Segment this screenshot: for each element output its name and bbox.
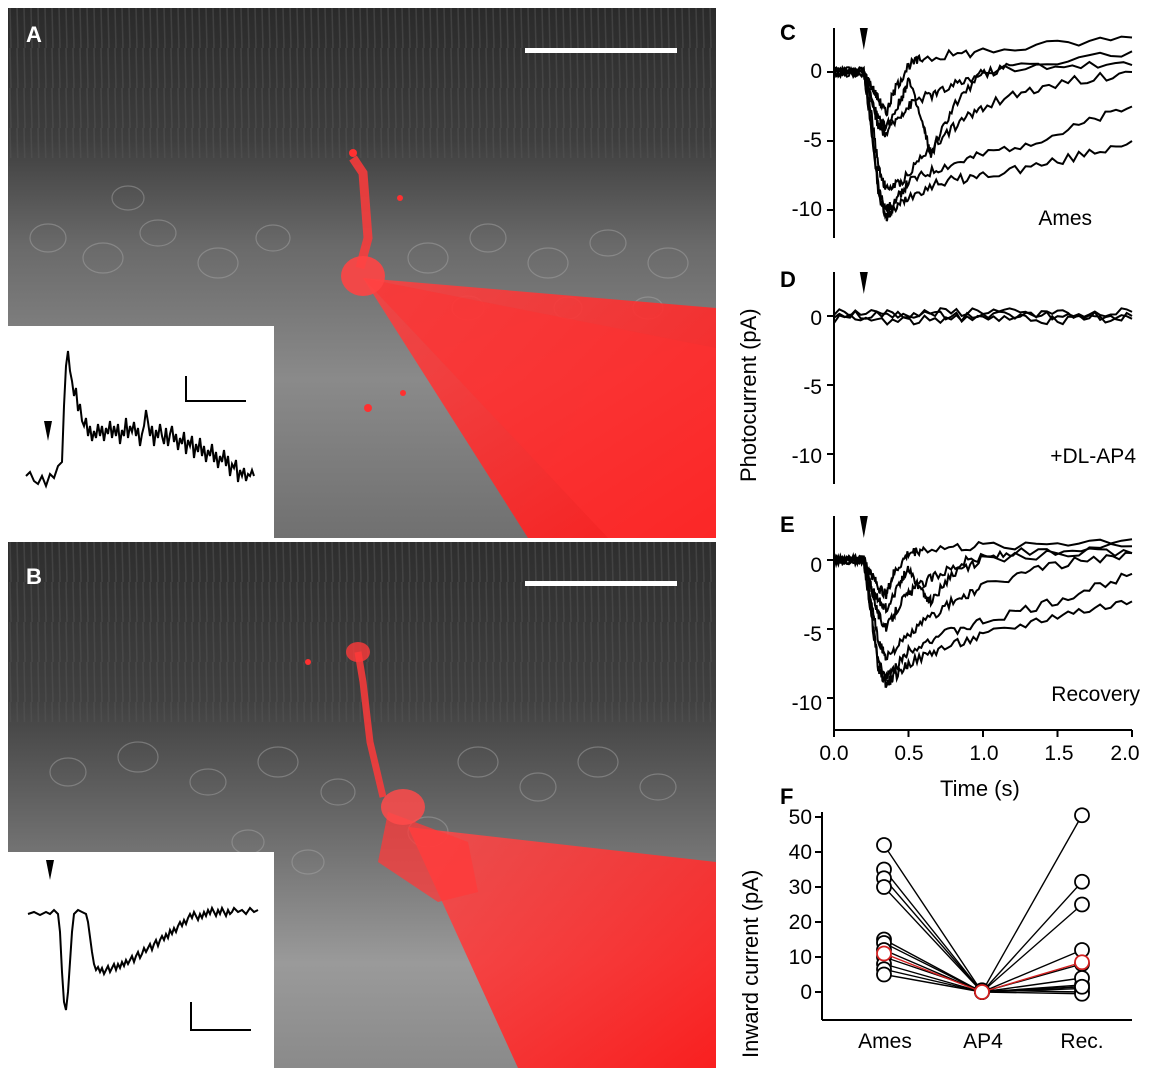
xtick-3: 1.5 <box>1044 742 1074 765</box>
cell-point-11-1 <box>974 984 990 1000</box>
xtick-0: 0.0 <box>819 742 849 765</box>
inset-trace-b-plot <box>27 860 259 1031</box>
inset-scale-bar-b <box>190 1002 251 1031</box>
trace-c-2 <box>833 65 1133 192</box>
f-ytick-50: 50 <box>788 806 812 829</box>
f-xtick-ap4: AP4 <box>963 1030 1003 1053</box>
cell-line-2-0 <box>883 877 983 993</box>
panel-label-a: A <box>26 22 42 47</box>
cell-point-1-2 <box>1074 873 1090 890</box>
c-ytick-0: 0 <box>810 60 822 83</box>
f-ytick-10: 10 <box>788 946 812 969</box>
xtick-1: 0.5 <box>894 742 924 765</box>
xtick-2: 1.0 <box>969 742 999 765</box>
cell-point-0-2 <box>1074 807 1090 824</box>
inset-trace-a-plot <box>25 350 255 489</box>
cell-point-3-0 <box>876 879 892 895</box>
f-ytick-40: 40 <box>788 841 812 864</box>
stimulus-arrowhead-c <box>859 28 868 50</box>
cell-line-0-1 <box>981 814 1083 993</box>
condition-label-c: Ames <box>1038 207 1092 230</box>
stimulus-arrowhead-b <box>46 860 54 880</box>
cell-line-7-0 <box>883 956 983 991</box>
cell-point-11-2 <box>1074 954 1090 971</box>
f-ytick-30: 30 <box>788 876 812 899</box>
condition-label-d: +DL-AP4 <box>1050 445 1136 468</box>
trace-e-5 <box>833 538 1133 600</box>
cell-line-8-0 <box>883 963 983 993</box>
cell-line-5-0 <box>883 942 983 993</box>
micrograph-b: B <box>8 542 716 1068</box>
stimulus-arrowhead-e <box>859 516 868 538</box>
panel-label-c: C <box>780 20 796 45</box>
panel-label-f: F <box>780 784 794 809</box>
cell-line-9-1 <box>981 977 1083 993</box>
e-ytick-0: 0 <box>810 554 822 577</box>
cell-line-1-0 <box>883 869 983 993</box>
cell-line-10-0 <box>883 973 983 993</box>
cell-line-11-0 <box>883 952 983 993</box>
c-ytick-m10: -10 <box>791 198 822 221</box>
time-axis-label: Time (s) <box>940 776 1020 801</box>
stimulus-arrowhead-d <box>859 272 868 294</box>
cell-point-0-0 <box>876 837 892 853</box>
inset-scale-bar-a <box>185 376 246 402</box>
trace-e-2 <box>833 551 1133 661</box>
d-ytick-m10: -10 <box>791 445 822 468</box>
photocurrent-traces <box>827 28 1133 737</box>
micrograph-a: A <box>8 8 716 538</box>
cell-line-1-1 <box>981 881 1083 993</box>
stimulus-arrowhead-a <box>44 421 52 441</box>
cell-line-3-0 <box>883 886 983 993</box>
trace-e-4 <box>833 542 1133 614</box>
cell-point-10-2 <box>1074 978 1090 995</box>
f-ytick-20: 20 <box>788 911 812 934</box>
c-ytick-m5: -5 <box>803 129 822 152</box>
cell-line-2-1 <box>981 903 1083 993</box>
xtick-4: 2.0 <box>1110 742 1140 765</box>
cell-line-11-1 <box>981 961 1083 993</box>
d-ytick-0: 0 <box>810 307 822 330</box>
scale-bar-b <box>525 581 677 586</box>
d-ytick-m5: -5 <box>803 376 822 399</box>
trace-c-4 <box>833 50 1133 158</box>
panel-label-d: D <box>780 267 796 292</box>
e-ytick-m10: -10 <box>791 692 822 715</box>
trace-d-2 <box>833 310 1133 326</box>
f-xtick-ames: Ames <box>858 1030 912 1053</box>
cell-line-10-1 <box>981 986 1083 993</box>
inset-trace-b <box>8 852 274 1068</box>
scale-bar-a <box>525 48 677 53</box>
cell-line-4-1 <box>981 949 1083 993</box>
cell-point-10-0 <box>876 966 892 983</box>
cell-line-9-0 <box>883 968 983 993</box>
cell-line-0-0 <box>883 844 983 993</box>
panel-label-e: E <box>780 512 795 537</box>
f-xtick-rec: Rec. <box>1060 1030 1104 1053</box>
f-ytick-0: 0 <box>800 981 812 1004</box>
e-ytick-m5: -5 <box>803 623 822 646</box>
cell-point-11-0 <box>876 945 892 962</box>
cell-point-2-2 <box>1074 896 1090 913</box>
condition-label-e: Recovery <box>1051 683 1140 706</box>
cell-line-8-1 <box>981 991 1083 995</box>
panel-label-b: B <box>26 564 42 589</box>
trace-c-5 <box>833 35 1133 117</box>
inset-trace-a <box>8 326 274 538</box>
trace-c-1 <box>833 65 1133 215</box>
